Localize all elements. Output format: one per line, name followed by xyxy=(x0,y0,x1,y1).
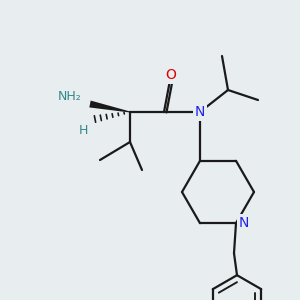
Text: N: N xyxy=(239,216,249,230)
Text: N: N xyxy=(195,105,205,119)
Text: O: O xyxy=(166,68,176,82)
Polygon shape xyxy=(89,100,130,112)
Text: NH₂: NH₂ xyxy=(58,89,82,103)
Text: H: H xyxy=(78,124,88,136)
